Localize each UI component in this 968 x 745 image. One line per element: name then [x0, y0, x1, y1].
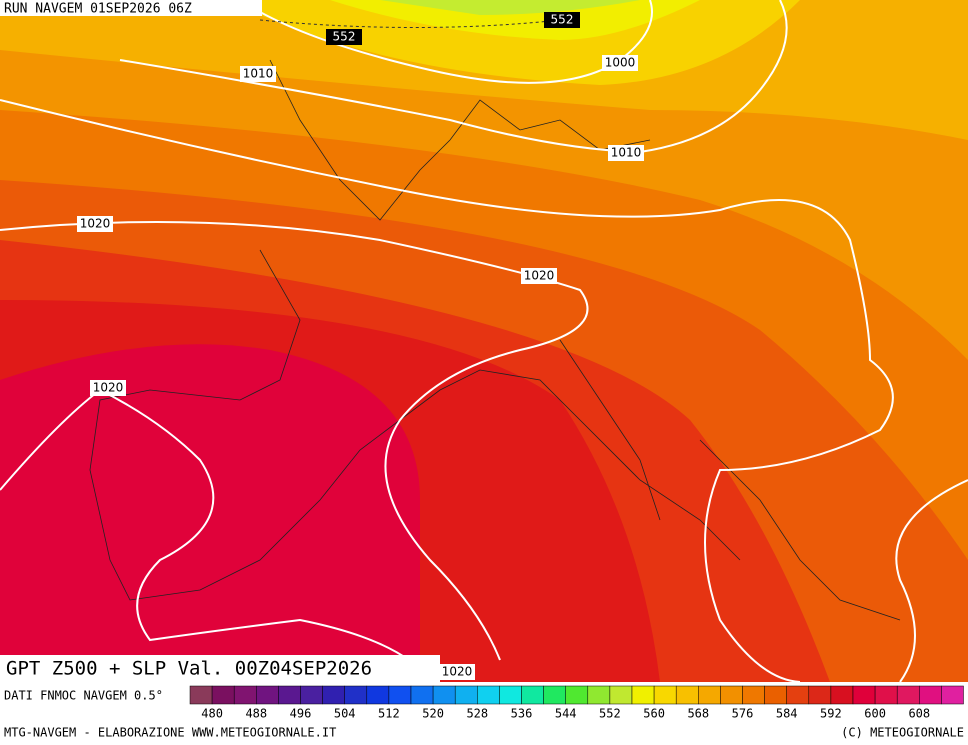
colorbar-swatch [587, 685, 611, 705]
colorbar-tick-label: 528 [466, 707, 488, 721]
title-box [0, 655, 440, 682]
colorbar-tick-label: 488 [245, 707, 267, 721]
colorbar-swatch [521, 685, 544, 705]
contour-label-box [326, 29, 362, 45]
colorbar-swatch [366, 685, 390, 705]
map-title: GPT Z500 + SLP Val. 00Z04SEP2026 [6, 658, 372, 680]
colorbar-tick-label: 504 [334, 707, 356, 721]
colorbar-tick-label: 512 [378, 707, 400, 721]
contour-label-box [544, 12, 580, 28]
colorbar-swatch [941, 685, 964, 705]
colorbar-swatch [830, 685, 854, 705]
colorbar-swatch [609, 685, 633, 705]
colorbar-swatch [454, 685, 478, 705]
isobar [0, 221, 589, 661]
contour-label: 1020 [80, 217, 111, 231]
colorbar-swatch [256, 685, 279, 705]
contour-label: 1000 [605, 56, 636, 70]
credit-left: MTG-NAVGEM - ELABORAZIONE WWW.METEOGIORN… [4, 726, 336, 740]
colorbar-swatch [477, 685, 500, 705]
colorbar-swatch [698, 685, 721, 705]
run-box [0, 0, 262, 16]
isobar [0, 99, 968, 683]
colorbar-swatch [565, 685, 589, 705]
colorbar-swatch [896, 685, 920, 705]
colorbar-swatch [852, 685, 876, 705]
colorbar-tick-label: 544 [555, 707, 577, 721]
band [220, 0, 800, 85]
contour-label: 1020 [93, 381, 124, 395]
colorbar-swatch [211, 685, 235, 705]
colorbar-tick-label: 576 [732, 707, 754, 721]
colorbar-tick-label: 560 [643, 707, 665, 721]
colorbar-swatch [874, 685, 898, 705]
colorbar-swatch [344, 685, 368, 705]
contour-label-box [240, 66, 276, 82]
source-label: DATI FNMOC NAVGEM 0.5° [4, 689, 163, 703]
colorbar-swatch [388, 685, 412, 705]
band [380, 0, 640, 15]
contour-label-box [608, 145, 644, 161]
colorbar-swatch [322, 685, 345, 705]
colorbar: 480 488 496 504 512 520 528 536 544 552 560 568 576 5… [189, 685, 964, 721]
contour-label-box [439, 664, 475, 680]
contour-label: 1020 [524, 269, 555, 283]
map: 552 552 1010 1000 1010 1020 1020 1020 1020 RUN N… [0, 0, 968, 683]
colorbar-swatch [189, 685, 213, 705]
contour-labels: 552 552 1010 1000 1010 1020 1020 1020 1020 [77, 12, 644, 680]
colorbar-swatch [653, 685, 677, 705]
band [330, 0, 700, 40]
colorbar-tick-label: 608 [908, 707, 930, 721]
colorbar-tick-label: 592 [820, 707, 842, 721]
colorbar-swatch [233, 685, 257, 705]
colorbar-swatch [786, 685, 810, 705]
colorbar-tick-label: 496 [290, 707, 312, 721]
colorbar-swatch [300, 685, 323, 705]
contour-label-box [521, 268, 557, 284]
colorbar-swatch [543, 685, 566, 705]
colorbar-swatch [675, 685, 699, 705]
contour-label-box [77, 216, 113, 232]
contour-label: 1010 [243, 67, 274, 81]
colorbar-swatch [499, 685, 522, 705]
colorbar-swatch [631, 685, 655, 705]
colorbar-swatch [742, 685, 765, 705]
credit-right: (C) METEOGIORNALE [841, 726, 964, 740]
coastline [89, 59, 901, 621]
colorbar-swatch [278, 685, 301, 705]
colorbar-swatch [808, 685, 832, 705]
colorbar-tick-label: 552 [599, 707, 621, 721]
colorbar-swatch [720, 685, 743, 705]
contour-label: 1020 [442, 665, 473, 679]
isobar [239, 0, 653, 84]
run-label: RUN NAVGEM 01SEP2026 06Z [4, 2, 192, 17]
contour-label: 552 [333, 30, 356, 44]
colorbar-swatch [764, 685, 787, 705]
contour-label: 1010 [611, 146, 642, 160]
contour-label: 552 [551, 13, 574, 27]
colorbar-swatch [410, 685, 434, 705]
colorbar-tick-label: 600 [864, 707, 886, 721]
colorbar-swatch [432, 685, 456, 705]
contour-label-box [602, 55, 638, 71]
colorbar-tick-label: 536 [511, 707, 533, 721]
isobar [119, 0, 788, 154]
colorbar-tick-label: 568 [687, 707, 709, 721]
colorbar-tick-label: 520 [422, 707, 444, 721]
contour-label-box [90, 380, 126, 396]
colorbar-tick-label: 584 [776, 707, 798, 721]
colorbar-swatch [919, 685, 942, 705]
colorbar-tick-label: 480 [201, 707, 223, 721]
